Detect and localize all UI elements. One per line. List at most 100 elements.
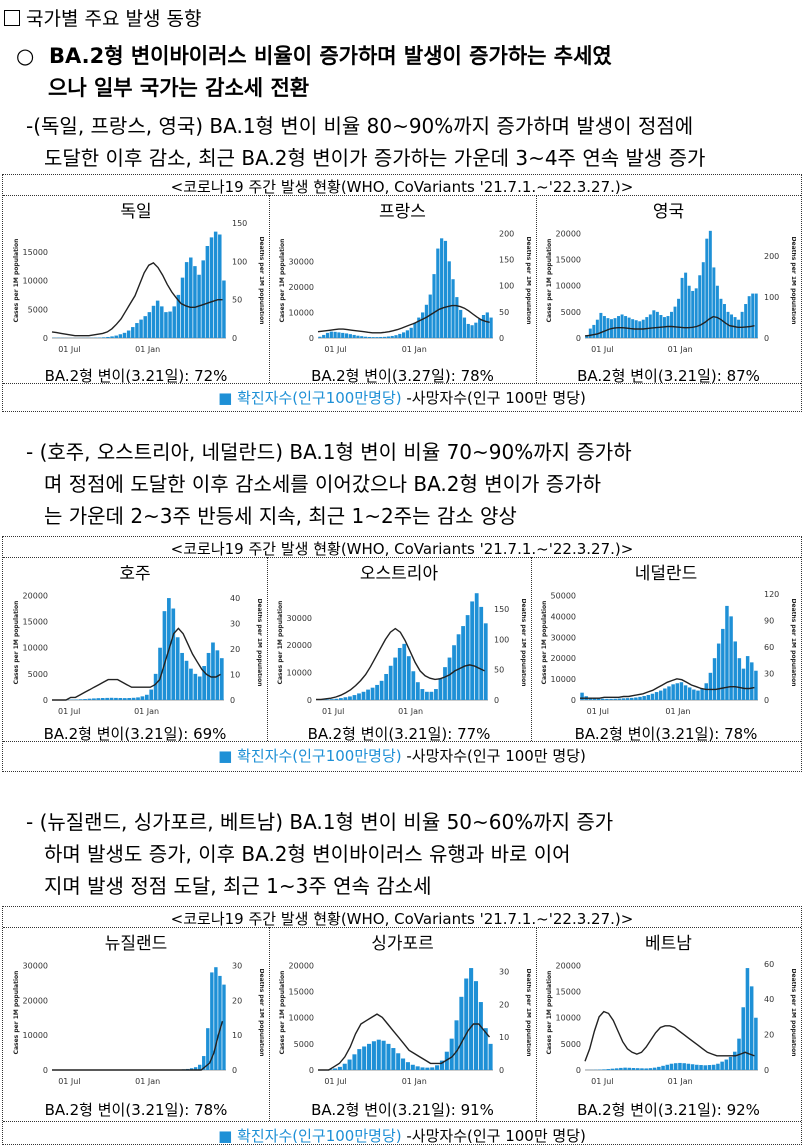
bullet-icon: ○ xyxy=(16,44,34,68)
main-point-line-1: ○ BA.2형 변이바이러스 비율이 증가하며 발생이 증가하는 추세였 xyxy=(16,40,612,70)
y2-tick-label: 10 xyxy=(230,670,240,679)
case-bar xyxy=(389,666,393,700)
case-bar xyxy=(615,1068,619,1070)
y2-tick-label: 10 xyxy=(499,1033,509,1042)
case-bar xyxy=(364,337,367,338)
case-bar xyxy=(189,669,193,700)
case-bar xyxy=(334,699,338,700)
case-bar xyxy=(696,691,699,700)
case-bar xyxy=(185,262,188,338)
section-3-text-line-2: 하며 발생도 증가, 이후 BA.2형 변이바이러스 유행과 바로 이어 xyxy=(44,838,571,867)
case-bar xyxy=(634,697,637,700)
case-bar xyxy=(717,644,720,700)
case-bar xyxy=(214,232,217,338)
y-axis-label: Cases per 1M population xyxy=(546,239,553,323)
case-bar xyxy=(341,333,344,338)
y-tick-label: 0 xyxy=(43,1066,48,1075)
case-bar xyxy=(486,312,489,338)
case-bar xyxy=(470,325,473,338)
y-tick-label: 20000 xyxy=(556,229,581,238)
case-bar xyxy=(391,336,394,338)
y2-tick-label: 0 xyxy=(230,696,235,705)
ba2-ratio-label: BA.2형 변이(3.21일): 77% xyxy=(267,723,531,744)
case-bar xyxy=(123,698,127,700)
section-2-text-line-1: - (호주, 오스트리아, 네덜란드) BA.1형 변이 비율 70~90%까지… xyxy=(26,436,632,465)
case-bar xyxy=(322,335,325,338)
case-bar xyxy=(398,648,402,700)
case-bar xyxy=(744,304,747,338)
case-bar xyxy=(218,976,221,1070)
y-tick-label: 30000 xyxy=(23,961,48,970)
x-tick-label: 01 Jul xyxy=(58,1077,80,1086)
y-tick-label: 15000 xyxy=(23,618,48,627)
case-bar xyxy=(430,1067,434,1070)
case-bar xyxy=(352,1054,356,1070)
y2-tick-label: 20 xyxy=(230,645,240,654)
case-bar xyxy=(362,692,366,700)
case-bar xyxy=(325,699,329,700)
y2-tick-label: 0 xyxy=(764,696,769,705)
panel-divider xyxy=(3,195,801,196)
chart-panel-1: <코로나19 주간 발생 현황(WHO, CoVariants '21.7.1.… xyxy=(2,174,802,412)
x-tick-label: 01 Jul xyxy=(324,1077,346,1086)
case-bar xyxy=(211,643,215,701)
y2-tick-label: 120 xyxy=(764,590,779,599)
case-bar xyxy=(123,333,126,338)
case-bar xyxy=(651,694,654,700)
case-bar xyxy=(652,310,655,338)
case-bar xyxy=(334,332,337,338)
chart-panel-2: <코로나19 주간 발생 현황(WHO, CoVariants '21.7.1.… xyxy=(2,536,802,772)
y2-tick-label: 0 xyxy=(764,334,769,343)
case-bar xyxy=(741,312,744,338)
y2-axis-label: Deaths per 1M population xyxy=(525,969,531,1057)
case-bar xyxy=(127,698,131,700)
case-bar xyxy=(461,626,465,700)
y-tick-label: 10000 xyxy=(287,669,312,678)
case-bar xyxy=(160,306,163,338)
case-bar xyxy=(193,266,196,338)
case-bar xyxy=(490,318,493,338)
case-bar xyxy=(198,1065,201,1070)
case-bar xyxy=(210,237,213,338)
case-bar xyxy=(603,316,606,338)
case-bar xyxy=(218,235,221,339)
section-3-text-line-1: - (뉴질랜드, 싱가포르, 베트남) BA.1형 변이 비율 50~60%까지… xyxy=(26,806,613,835)
y2-tick-label: 60 xyxy=(764,643,774,652)
case-bar xyxy=(439,678,443,700)
ba2-ratio-label: BA.2형 변이(3.21일): 92% xyxy=(536,1099,801,1120)
case-bar xyxy=(368,337,371,338)
case-bar xyxy=(708,1065,712,1070)
case-bar xyxy=(459,310,462,338)
chart-panel-3: <코로나19 주간 발생 현황(WHO, CoVariants '21.7.1.… xyxy=(2,906,802,1145)
case-bar xyxy=(163,611,167,700)
y-tick-label: 5000 xyxy=(561,1040,581,1049)
legend-deaths: -사망자수(인구 100만 명당) xyxy=(406,747,585,765)
case-bar xyxy=(402,644,406,700)
case-bar xyxy=(360,336,363,338)
panel-divider xyxy=(3,927,801,928)
case-bar xyxy=(671,684,674,700)
case-bar xyxy=(649,1068,653,1070)
case-bar xyxy=(435,1065,439,1070)
y2-tick-label: 50 xyxy=(499,308,509,317)
y-tick-label: 20000 xyxy=(556,961,581,970)
case-bar xyxy=(653,1068,657,1070)
case-bar xyxy=(333,1068,337,1070)
y2-axis-label: Deaths per 1M population xyxy=(790,969,796,1057)
y-tick-label: 30000 xyxy=(287,614,312,623)
case-bar xyxy=(738,658,741,700)
y-tick-label: 20000 xyxy=(289,283,314,292)
case-bar xyxy=(656,312,659,338)
case-bar xyxy=(102,337,105,338)
y2-tick-label: 100 xyxy=(499,282,514,291)
case-bar xyxy=(463,318,466,338)
case-bar xyxy=(338,1067,342,1070)
case-bar xyxy=(464,979,468,1070)
case-bar xyxy=(663,689,666,701)
y-tick-label: 10000 xyxy=(23,644,48,653)
case-bar xyxy=(432,274,435,338)
case-bar xyxy=(132,698,136,700)
y2-tick-label: 20 xyxy=(232,996,242,1005)
y-tick-label: 10000 xyxy=(23,277,48,286)
